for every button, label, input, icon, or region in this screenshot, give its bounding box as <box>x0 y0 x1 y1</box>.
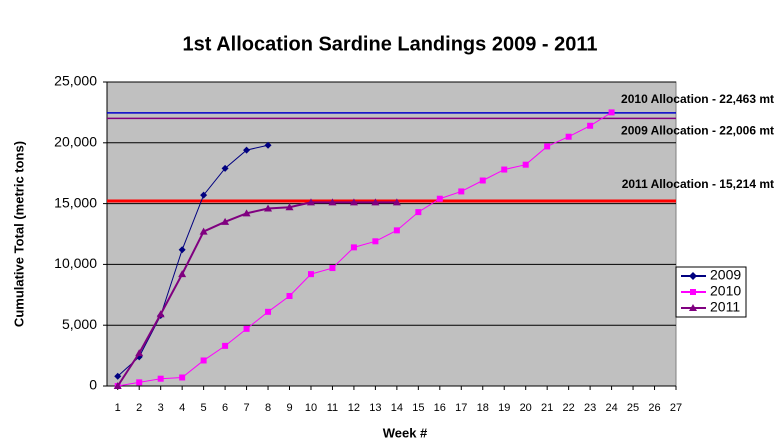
x-tick-label: 17 <box>455 402 467 414</box>
marker <box>178 246 186 254</box>
marker <box>587 122 594 129</box>
marker <box>392 198 401 206</box>
x-tick-label: 4 <box>179 402 185 414</box>
chart-title: 1st Allocation Sardine Landings 2009 - 2… <box>183 33 598 55</box>
marker <box>608 109 615 116</box>
marker <box>199 227 208 235</box>
x-tick-label: 15 <box>412 402 424 414</box>
legend-label: 2010 <box>710 283 741 299</box>
series-line <box>117 144 269 377</box>
marker <box>329 265 336 272</box>
series-line <box>116 201 397 387</box>
marker <box>349 198 358 206</box>
series-line <box>117 111 612 387</box>
x-tick-label: 24 <box>605 402 617 414</box>
marker <box>221 217 230 225</box>
marker <box>479 177 486 184</box>
marker <box>113 382 122 389</box>
y-axis-label: Cumulative Total (metric tons) <box>11 141 26 327</box>
x-tick-label: 22 <box>563 402 575 414</box>
x-tick-label: 2 <box>136 402 142 414</box>
marker <box>371 198 380 206</box>
reference-label: 2011 Allocation - 15,214 mt <box>622 177 774 191</box>
marker <box>222 342 229 349</box>
x-tick-label: 14 <box>391 402 403 414</box>
marker <box>264 141 272 149</box>
marker <box>243 146 251 154</box>
x-tick-label: 7 <box>244 402 250 414</box>
x-tick-label: 21 <box>541 402 553 414</box>
legend-marker <box>690 289 696 295</box>
x-tick-label: 12 <box>348 402 360 414</box>
marker <box>501 166 508 173</box>
marker <box>114 372 122 380</box>
x-tick-label: 18 <box>477 402 489 414</box>
marker <box>200 357 207 364</box>
marker <box>264 204 273 212</box>
x-tick-label: 6 <box>222 402 228 414</box>
marker <box>242 209 251 217</box>
y-tick-label: 15,000 <box>54 194 97 210</box>
marker <box>393 227 400 234</box>
marker <box>372 238 379 245</box>
x-tick-label: 19 <box>498 402 510 414</box>
y-tick-label: 10,000 <box>54 255 97 271</box>
legend-marker <box>689 272 697 280</box>
x-tick-label: 10 <box>305 402 317 414</box>
x-tick-label: 27 <box>670 402 682 414</box>
marker <box>286 293 293 300</box>
reference-label: 2010 Allocation - 22,463 mt <box>621 92 774 106</box>
marker <box>436 195 443 202</box>
x-tick-label: 20 <box>520 402 532 414</box>
marker <box>136 379 143 386</box>
x-tick-label: 11 <box>327 402 338 414</box>
reference-label: 2009 Allocation - 22,006 mt <box>621 124 774 138</box>
x-axis-label: Week # <box>383 425 428 440</box>
x-tick-label: 9 <box>286 402 292 414</box>
x-tick-label: 8 <box>265 402 271 414</box>
legend-label: 2011 <box>710 299 740 315</box>
marker <box>178 270 187 278</box>
x-tick-label: 13 <box>369 402 381 414</box>
marker <box>285 203 294 211</box>
marker <box>265 308 272 315</box>
y-tick-label: 0 <box>89 377 97 393</box>
x-tick-label: 3 <box>158 402 164 414</box>
x-tick-label: 23 <box>584 402 596 414</box>
marker <box>328 198 337 206</box>
marker <box>307 271 314 278</box>
y-tick-label: 25,000 <box>54 73 97 89</box>
marker <box>221 164 229 172</box>
marker <box>458 188 465 195</box>
marker <box>157 375 164 382</box>
legend-marker <box>689 304 697 311</box>
marker <box>415 209 422 216</box>
marker <box>200 191 208 199</box>
y-tick-label: 20,000 <box>54 134 97 150</box>
x-tick-label: 1 <box>115 402 121 414</box>
x-tick-label: 5 <box>201 402 207 414</box>
marker <box>544 143 551 150</box>
y-tick-label: 5,000 <box>62 316 97 332</box>
marker <box>522 161 529 168</box>
marker <box>156 310 165 318</box>
legend-label: 2009 <box>710 267 741 283</box>
marker <box>565 133 572 140</box>
x-tick-label: 26 <box>648 402 660 414</box>
marker <box>135 349 144 357</box>
x-tick-label: 16 <box>434 402 446 414</box>
marker <box>179 374 186 381</box>
marker <box>243 325 250 332</box>
marker <box>350 244 357 251</box>
marker <box>306 198 315 206</box>
x-tick-label: 25 <box>627 402 639 414</box>
